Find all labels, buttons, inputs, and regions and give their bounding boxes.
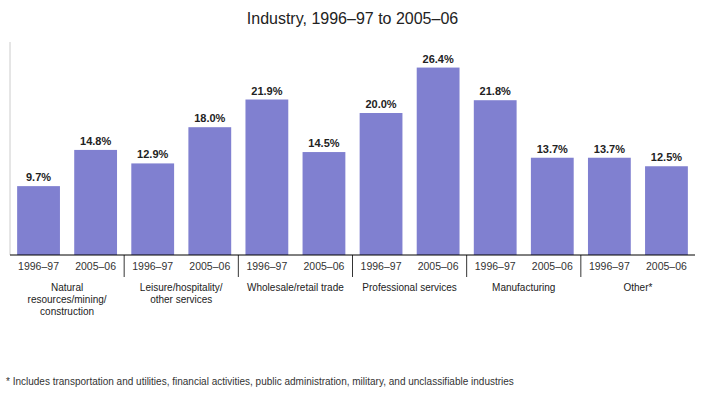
data-labels: 9.7% 14.8% 12.9% 18.0% 21.9% 14.5% 20.0% 26.4% 2…: [26, 53, 682, 184]
x-tick-label: 1996–97: [18, 260, 59, 272]
chart-svg: Industry, 1996–97 to 2005–06 9.7% 14.8% 12.…: [0, 0, 705, 393]
bar: [645, 166, 688, 255]
x-tick-label: 1996–97: [361, 260, 402, 272]
group-label-line: Professional services: [362, 282, 456, 293]
bar: [74, 150, 117, 255]
bar: [17, 186, 60, 255]
group-label: Leisure/hospitality/other services: [140, 282, 223, 305]
group-separator: [124, 255, 125, 277]
group-separator: [238, 255, 239, 277]
chart-container: Industry, 1996–97 to 2005–06 9.7% 14.8% 12.…: [0, 0, 705, 393]
x-tick-label: 2005–06: [304, 260, 345, 272]
group-separator: [580, 255, 581, 277]
y-axis-line: [10, 42, 11, 255]
bar: [474, 100, 517, 255]
group-label-line: Natural: [51, 282, 83, 293]
group-separator: [352, 255, 353, 277]
title: Industry, 1996–97 to 2005–06: [247, 10, 459, 27]
x-tick-label: 1996–97: [132, 260, 173, 272]
x-tick-label: 2005–06: [418, 260, 459, 272]
bar: [531, 158, 574, 255]
group-label-line: construction: [40, 306, 94, 317]
bars: [17, 68, 688, 255]
x-tick-label: 1996–97: [589, 260, 630, 272]
group-label: Manufacturing: [492, 282, 555, 293]
bar: [303, 152, 346, 255]
x-tick-label: 2005–06: [189, 260, 230, 272]
x-tick-label: 2005–06: [532, 260, 573, 272]
bar: [417, 68, 460, 255]
x-tick-label: 1996–97: [475, 260, 516, 272]
group-label: Wholesale/retail trade: [247, 282, 344, 293]
data-label: 14.5%: [308, 137, 339, 149]
footnote: * Includes transportation and utilities,…: [6, 376, 514, 387]
data-label: 9.7%: [26, 171, 51, 183]
group-label-line: resources/mining/: [28, 294, 107, 305]
bar: [131, 163, 174, 255]
group-label-line: Wholesale/retail trade: [247, 282, 344, 293]
group-labels: Naturalresources/mining/construction Leis…: [28, 255, 653, 317]
data-label: 18.0%: [194, 112, 225, 124]
group-separator: [466, 255, 467, 277]
group-label-line: Other*: [623, 282, 652, 293]
x-tick-label: 2005–06: [646, 260, 687, 272]
data-label: 12.9%: [137, 148, 168, 160]
data-label: 20.0%: [365, 98, 396, 110]
bar: [188, 127, 231, 255]
data-label: 21.8%: [480, 85, 511, 97]
bar: [245, 100, 288, 255]
group-label-line: Manufacturing: [492, 282, 555, 293]
data-label: 12.5%: [651, 151, 682, 163]
x-tick-label: 2005–06: [75, 260, 116, 272]
data-label: 26.4%: [423, 53, 454, 65]
group-label-line: Leisure/hospitality/: [140, 282, 223, 293]
bar: [588, 158, 631, 255]
data-label: 21.9%: [251, 85, 282, 97]
data-label: 14.8%: [80, 135, 111, 147]
group-label: Naturalresources/mining/construction: [28, 282, 107, 317]
data-label: 13.7%: [594, 143, 625, 155]
group-label: Other*: [623, 282, 652, 293]
x-tick-label: 1996–97: [246, 260, 287, 272]
group-label: Professional services: [362, 282, 456, 293]
group-label-line: other services: [150, 294, 212, 305]
data-label: 13.7%: [537, 143, 568, 155]
bar: [360, 113, 403, 255]
